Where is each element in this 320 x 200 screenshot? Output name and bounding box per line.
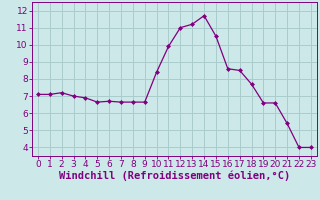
- X-axis label: Windchill (Refroidissement éolien,°C): Windchill (Refroidissement éolien,°C): [59, 171, 290, 181]
